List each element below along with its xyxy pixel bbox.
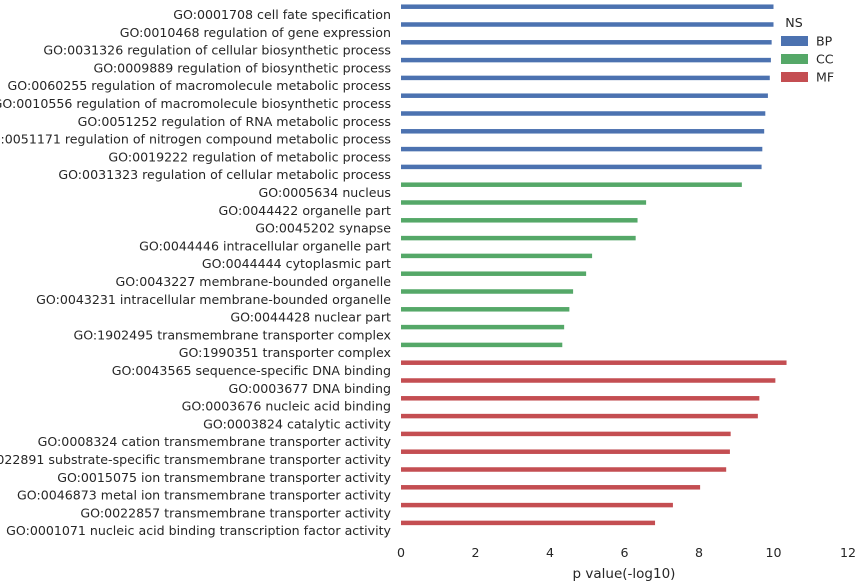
- x-tick-label: 0: [397, 545, 405, 560]
- x-tick-label: 2: [471, 545, 479, 560]
- category-label: GO:0003676 nucleic acid binding: [182, 399, 391, 414]
- category-label: GO:0005634 nucleus: [259, 185, 391, 200]
- category-label: GO:1990351 transporter complex: [179, 345, 392, 360]
- bar: [401, 200, 647, 205]
- category-label: GO:0008324 cation transmembrane transpor…: [38, 434, 392, 449]
- category-label: GO:0044446 intracellular organelle part: [139, 238, 391, 253]
- bar: [401, 396, 760, 401]
- category-label: GO:0031326 regulation of cellular biosyn…: [43, 43, 391, 58]
- category-label: GO:0003677 DNA binding: [229, 381, 391, 396]
- bar: [401, 111, 766, 116]
- legend-swatch: [781, 36, 808, 46]
- bar: [401, 253, 593, 259]
- bar: [401, 485, 701, 490]
- bar: [401, 57, 771, 63]
- x-tick-label: 12: [840, 545, 856, 560]
- legend-swatch: [781, 72, 808, 82]
- category-label: GO:0022891 substrate-specific transmembr…: [0, 452, 392, 467]
- legend-title: NS: [785, 15, 802, 30]
- category-label: GO:0003824 catalytic activity: [203, 416, 391, 431]
- category-label: GO:0010556 regulation of macromolecule b…: [0, 96, 391, 111]
- x-tick-labels-group: 0 2 4 6 8 10 12: [397, 545, 856, 560]
- bar: [401, 342, 563, 348]
- category-label: GO:0009889 regulation of biosynthetic pr…: [93, 60, 391, 75]
- category-labels-group: GO:0001708 cell fate specification GO:001…: [0, 7, 392, 538]
- category-label: GO:0001708 cell fate specification: [173, 7, 391, 22]
- bar: [401, 182, 742, 187]
- category-label: GO:0044428 nuclear part: [230, 310, 391, 325]
- category-label: GO:0044444 cytoplasmic part: [202, 256, 391, 271]
- category-label: GO:0022857 transmembrane transporter act…: [80, 505, 391, 520]
- category-label: GO:0043231 intracellular membrane-bounde…: [36, 292, 391, 307]
- bar: [401, 413, 758, 419]
- legend-label: BP: [816, 34, 833, 49]
- legend-label: MF: [816, 70, 834, 85]
- category-label: GO:0046873 metal ion transmembrane trans…: [17, 488, 392, 503]
- legend: NS BP CC MF: [781, 15, 834, 85]
- bar: [401, 129, 765, 134]
- category-label: GO:0031323 regulation of cellular metabo…: [58, 167, 391, 182]
- category-label: GO:0001071 nucleic acid binding transcri…: [6, 523, 391, 538]
- bar: [401, 360, 787, 365]
- bar: [401, 289, 574, 294]
- x-tick-label: 10: [765, 545, 781, 560]
- category-label: GO:0010468 regulation of gene expression: [120, 25, 391, 40]
- category-label: GO:0060255 regulation of macromolecule m…: [8, 78, 391, 93]
- category-label: GO:0043565 sequence-specific DNA binding: [112, 363, 391, 378]
- bar: [401, 75, 770, 81]
- bar: [401, 93, 768, 98]
- bar: [401, 271, 587, 276]
- bar: [401, 4, 774, 9]
- x-tick-label: 8: [695, 545, 703, 560]
- bar: [401, 431, 731, 437]
- category-label: GO:0044422 organelle part: [219, 203, 392, 218]
- legend-label: CC: [816, 52, 834, 67]
- category-label: GO:0051171 regulation of nitrogen compou…: [0, 132, 391, 147]
- bar: [401, 520, 656, 526]
- bar: [401, 324, 565, 330]
- bars-group: [401, 4, 787, 526]
- category-label: GO:0045202 synapse: [255, 221, 391, 236]
- bar: [401, 449, 730, 454]
- legend-swatch: [781, 54, 808, 64]
- category-label: GO:0015075 ion transmembrane transporter…: [57, 470, 391, 485]
- x-tick-label: 6: [620, 545, 628, 560]
- category-label: GO:0051252 regulation of RNA metabolic p…: [78, 114, 391, 129]
- x-tick-label: 4: [546, 545, 554, 560]
- x-axis-title: p value(-log10): [573, 566, 676, 582]
- category-label: GO:0019222 regulation of metabolic proce…: [108, 149, 391, 164]
- bar: [401, 502, 673, 508]
- bar: [401, 378, 776, 383]
- bar: [401, 307, 570, 312]
- category-label: GO:1902495 transmembrane transporter com…: [73, 327, 391, 342]
- bar: [401, 218, 638, 223]
- bar: [401, 40, 772, 45]
- bar: [401, 146, 763, 152]
- bar: [401, 467, 727, 472]
- bar: [401, 235, 636, 241]
- category-label: GO:0043227 membrane-bounded organelle: [116, 274, 392, 289]
- bar: [401, 22, 774, 27]
- bar: [401, 164, 762, 170]
